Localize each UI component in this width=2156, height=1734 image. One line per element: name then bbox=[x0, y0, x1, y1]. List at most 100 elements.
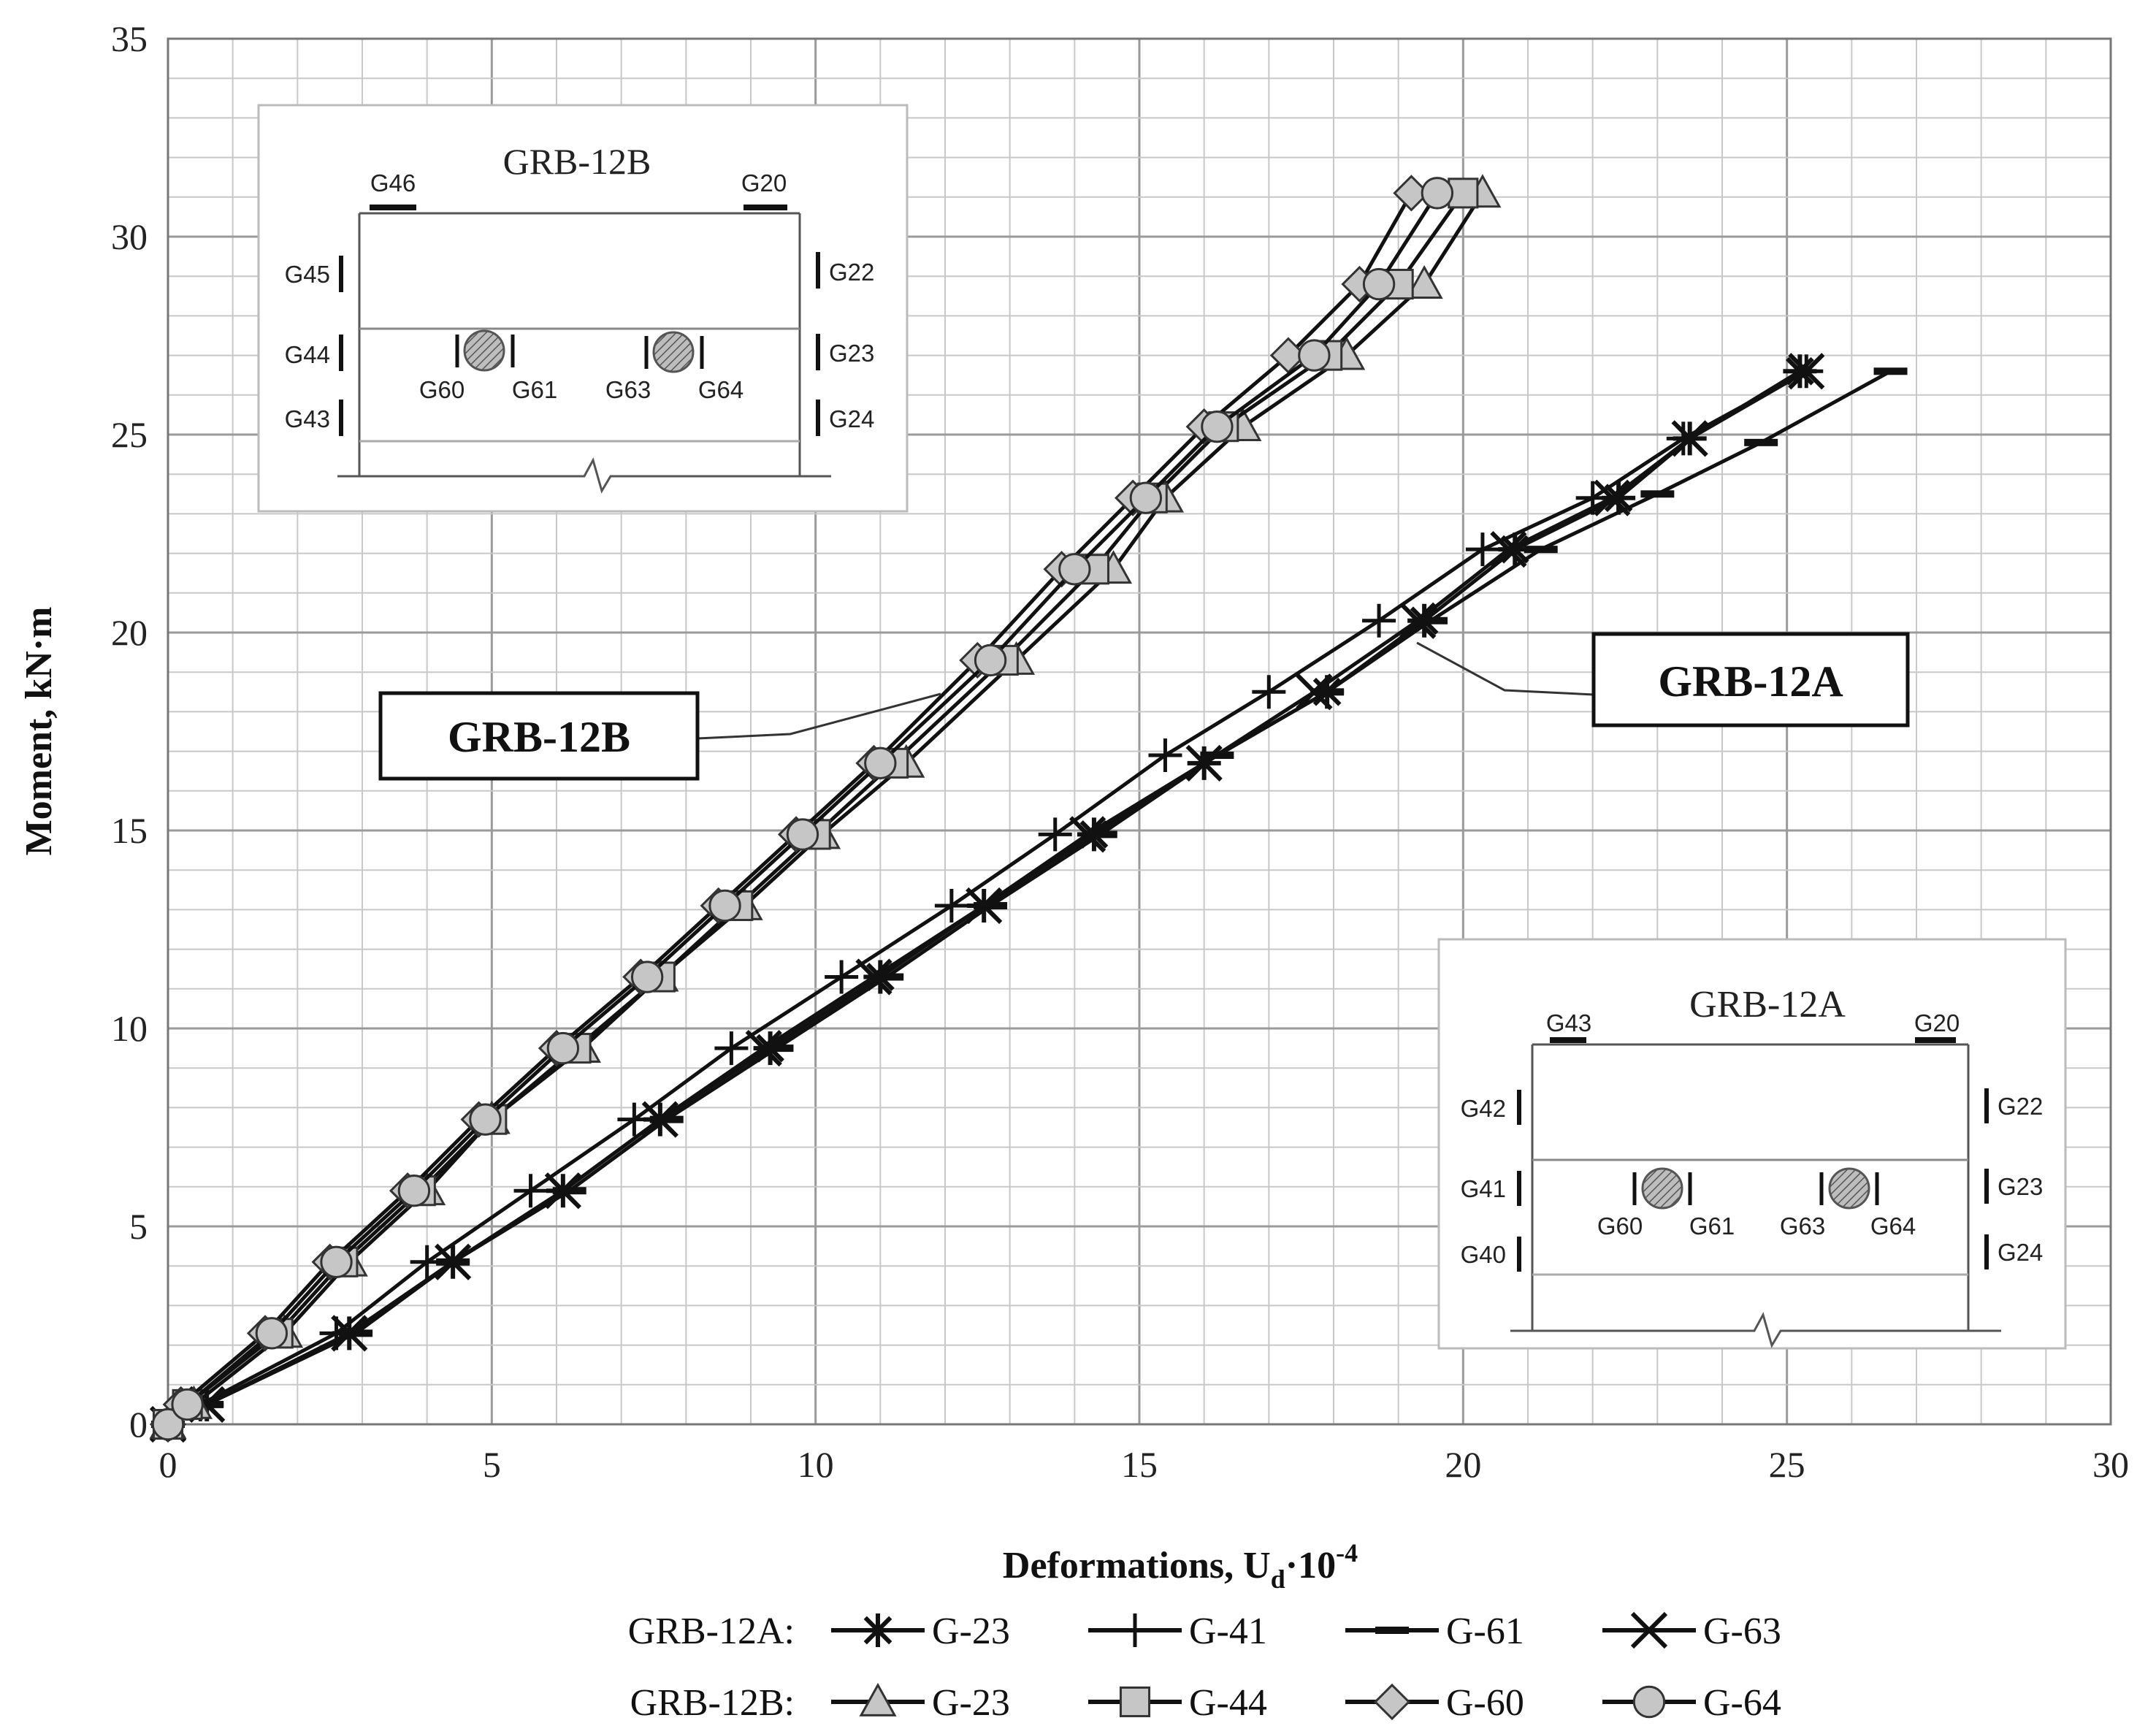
legend-marker bbox=[1373, 1683, 1411, 1721]
x-tick-label: 30 bbox=[2092, 1444, 2129, 1485]
data-point-grb-12a-g-63 bbox=[1185, 744, 1223, 782]
data-point-grb-12b-g-44 bbox=[1448, 177, 1479, 209]
gauge-label: G64 bbox=[1870, 1212, 1916, 1240]
gauge-label: G23 bbox=[829, 340, 874, 367]
gauge-label: G40 bbox=[1461, 1241, 1506, 1268]
axis-ticks: 0 5 10 15 20 25 30 0 5 10 15 20 25 30 35 bbox=[111, 18, 2129, 1485]
inset-title: GRB-12B bbox=[503, 141, 651, 182]
y-tick-label: 15 bbox=[111, 810, 148, 851]
gauge-label: G24 bbox=[829, 405, 874, 432]
y-tick-label: 10 bbox=[111, 1008, 148, 1049]
legend-label: G-64 bbox=[1703, 1682, 1781, 1724]
legend-label: G-23 bbox=[932, 1682, 1010, 1724]
gauge-label: G61 bbox=[1689, 1212, 1735, 1240]
data-point-grb-12b-g-64 bbox=[1362, 267, 1396, 301]
callout-label: GRB-12B bbox=[448, 713, 630, 761]
gauge-label: G43 bbox=[285, 405, 330, 432]
data-point-grb-12b-g-64 bbox=[1201, 410, 1234, 443]
data-point-grb-12a-g-63 bbox=[641, 1101, 678, 1138]
inset-title: GRB-12A bbox=[1689, 984, 1846, 1025]
series-grb-12b-g-64 bbox=[151, 177, 1454, 1441]
data-point-grb-12a-g-63 bbox=[1594, 479, 1631, 516]
callout-leader-grb-12b bbox=[697, 692, 941, 740]
gauge-label: G63 bbox=[1780, 1212, 1825, 1240]
y-tick-label: 0 bbox=[129, 1404, 148, 1445]
x-axis-title: Deformations, Ud·10-4 bbox=[1003, 1538, 1358, 1594]
legend-label: G-61 bbox=[1446, 1611, 1524, 1652]
data-point-grb-12a-g-41 bbox=[1148, 738, 1182, 773]
data-point-grb-12a-g-63 bbox=[1788, 353, 1825, 390]
data-point-grb-12a-g-63 bbox=[1399, 602, 1437, 639]
inset-grb-12b: GRB-12B G46 G20 G45 G44 G43 G22 G23 G24 … bbox=[257, 104, 909, 513]
data-point-grb-12a-g-61 bbox=[1640, 490, 1675, 498]
y-tick-label: 30 bbox=[111, 216, 148, 257]
gauge-label: G20 bbox=[1914, 1009, 1960, 1036]
data-point-grb-12a-g-63 bbox=[435, 1243, 472, 1280]
gauge-label: G44 bbox=[285, 341, 330, 368]
series-layer bbox=[149, 174, 1908, 1443]
callout-label: GRB-12A bbox=[1658, 657, 1843, 706]
gauge-label: G63 bbox=[605, 376, 651, 403]
data-point-grb-12b-g-64 bbox=[151, 1408, 185, 1441]
legend-group-label: GRB-12B: bbox=[630, 1682, 795, 1724]
y-axis-title: Moment, kN·m bbox=[18, 607, 60, 856]
data-point-grb-12a-g-41 bbox=[1252, 675, 1286, 709]
legend-marker bbox=[1632, 1685, 1666, 1719]
data-point-grb-12a-g-41 bbox=[1666, 421, 1700, 456]
gauge-label: G22 bbox=[829, 259, 874, 286]
gauge-label: G46 bbox=[370, 169, 416, 196]
gauge-label: G23 bbox=[1998, 1173, 2043, 1200]
data-point-grb-12a-g-63 bbox=[331, 1315, 368, 1352]
data-point-grb-12b-g-64 bbox=[171, 1388, 204, 1421]
data-point-grb-12b-g-64 bbox=[1421, 177, 1454, 210]
data-point-grb-12b-g-64 bbox=[546, 1031, 580, 1065]
data-point-grb-12a-g-61 bbox=[974, 901, 1008, 909]
x-axis-title-tail: ·10 bbox=[1285, 1545, 1336, 1586]
gauge-label: G43 bbox=[1546, 1009, 1591, 1036]
data-point-grb-12b-g-64 bbox=[974, 643, 1007, 677]
legend-group-label: GRB-12A: bbox=[628, 1611, 795, 1652]
data-point-grb-12b-g-64 bbox=[320, 1245, 353, 1278]
x-tick-label: 0 bbox=[159, 1444, 177, 1485]
gauge-label: G22 bbox=[1998, 1093, 2043, 1120]
x-tick-label: 5 bbox=[483, 1444, 501, 1485]
data-point-grb-12b-g-64 bbox=[255, 1317, 288, 1350]
data-point-grb-12a-g-61 bbox=[1310, 688, 1345, 696]
callout-leader-grb-12a bbox=[1416, 641, 1594, 696]
data-point-grb-12b-g-64 bbox=[1129, 481, 1163, 514]
legend-label: G-60 bbox=[1446, 1682, 1524, 1724]
data-point-grb-12b-g-64 bbox=[786, 818, 819, 851]
data-point-grb-12a-g-63 bbox=[1069, 816, 1106, 853]
x-tick-label: 25 bbox=[1769, 1444, 1805, 1485]
x-axis-title-subscript: d bbox=[1271, 1565, 1285, 1594]
data-point-grb-12a-g-41 bbox=[1038, 817, 1072, 852]
legend-marker bbox=[1375, 1627, 1409, 1634]
data-point-grb-12a-g-63 bbox=[544, 1172, 581, 1210]
legend-marker bbox=[859, 1682, 897, 1716]
gauge-label: G64 bbox=[698, 376, 743, 403]
data-point-grb-12a-g-61 bbox=[1524, 546, 1558, 554]
plot-area-border bbox=[167, 37, 2112, 1426]
x-axis-title-main: Deformations, U bbox=[1003, 1545, 1271, 1586]
data-point-grb-12a-g-61 bbox=[339, 1329, 373, 1337]
legend-label: G-63 bbox=[1703, 1611, 1781, 1652]
data-point-grb-12b-g-64 bbox=[1298, 339, 1331, 372]
gauge-label: G24 bbox=[1998, 1239, 2043, 1266]
data-point-grb-12a-g-63 bbox=[1671, 420, 1708, 457]
data-point-grb-12a-g-63 bbox=[1490, 531, 1527, 568]
data-point-grb-12a-g-61 bbox=[552, 1187, 586, 1195]
data-point-grb-12b-g-64 bbox=[630, 960, 664, 993]
y-tick-label: 5 bbox=[129, 1206, 148, 1247]
data-point-grb-12a-g-63 bbox=[966, 887, 1003, 925]
data-point-grb-12a-g-61 bbox=[1414, 616, 1448, 625]
data-point-grb-12a-g-63 bbox=[745, 1029, 782, 1067]
gauge-label: G60 bbox=[1597, 1212, 1643, 1240]
data-point-grb-12a-g-61 bbox=[1744, 438, 1778, 446]
data-point-grb-12a-g-41 bbox=[714, 1031, 749, 1066]
legend-marker bbox=[1118, 1613, 1152, 1647]
legend-label: G-41 bbox=[1189, 1611, 1267, 1652]
data-point-grb-12a-g-41 bbox=[1575, 481, 1610, 515]
data-point-grb-12a-g-61 bbox=[870, 973, 904, 981]
gauge-label: G20 bbox=[741, 169, 787, 196]
